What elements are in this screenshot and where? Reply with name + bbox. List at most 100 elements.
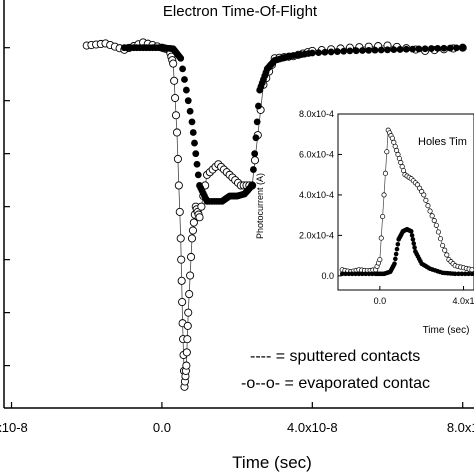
main-series-sputtered-point-76 (253, 118, 261, 126)
inset-chart-series (339, 127, 474, 277)
inset-series-solid-point-26 (393, 256, 398, 262)
main-series-evaporated-point-24 (169, 59, 178, 68)
inset-series-open-point-19 (382, 170, 388, 176)
inset-series-solid-point-46 (409, 233, 415, 238)
main-series-sputtered-point-109 (352, 47, 360, 55)
main-series-sputtered-point-106 (333, 48, 341, 55)
inset-y-tick-label-1: 6.0x10-4 (299, 149, 334, 159)
inset-series-open-point-47 (431, 217, 437, 224)
main-series-sputtered-point-24 (177, 54, 185, 62)
inset-series-open-point-53 (444, 252, 450, 258)
main-series-sputtered-point-122 (434, 44, 442, 52)
inset-y-tick-label-4: 0.0 (321, 271, 334, 281)
inset-series-open-point-45 (427, 208, 433, 214)
inset-chart-x-axis-label: Time (sec) (423, 325, 470, 336)
main-x-tick-label-2: 4.0x10-8 (287, 420, 338, 435)
main-series-evaporated-point-26 (171, 93, 180, 103)
inset-series-solid-point-73 (462, 271, 468, 277)
main-series-sputtered-point-108 (346, 47, 354, 55)
inset-series-solid-point-0 (339, 271, 345, 277)
inset-series-open-point-20 (384, 149, 390, 155)
main-series-sputtered-point-74 (251, 150, 259, 158)
main-series-sputtered-point-116 (396, 46, 404, 53)
main-series-sputtered-point-126 (459, 44, 467, 52)
inset-series-open-point-48 (433, 222, 439, 228)
main-series-evaporated-point-34 (177, 276, 186, 285)
inset-series-solid-point-47 (410, 237, 416, 242)
inset-series-open-point-44 (425, 203, 431, 209)
main-chart-x-axis-label: Time (sec) (232, 453, 312, 472)
main-series-sputtered-point-27 (182, 86, 190, 94)
main-series-sputtered-point-118 (409, 45, 416, 53)
main-series-sputtered-point-120 (421, 45, 429, 53)
main-series-sputtered-point-123 (440, 44, 448, 52)
main-series-evaporated-point-25 (170, 76, 179, 85)
inset-series-solid-point-27 (393, 251, 399, 257)
main-series-evaporated-point-49 (185, 290, 194, 299)
main-series-sputtered-point-111 (365, 46, 373, 54)
inset-series-open-point-42 (421, 192, 427, 198)
main-chart-axes: x10-8 0.0 4.0x10-8 8.0x1 (0, 0, 474, 435)
main-series-evaporated-point-46 (183, 335, 192, 344)
main-series-sputtered-point-28 (184, 97, 192, 105)
inset-series-solid-point-7 (363, 271, 368, 277)
main-series-sputtered-point-35 (194, 171, 202, 179)
main-series-sputtered-point-34 (193, 160, 201, 168)
main-series-sputtered-point-29 (186, 107, 194, 115)
main-series-sputtered-point-112 (371, 46, 379, 54)
main-series-sputtered-point-110 (359, 47, 366, 54)
main-series-sputtered-point-117 (402, 45, 410, 53)
inset-series-solid-point-2 (346, 271, 352, 277)
main-series-evaporated-point-45 (182, 348, 191, 357)
main-x-tick-label-0: x10-8 (0, 420, 28, 435)
inset-series-open-point-15 (377, 257, 383, 263)
inset-chart-title: Holes Tim (418, 136, 467, 148)
main-series-evaporated-point-33 (177, 255, 186, 264)
main-series-evaporated-point-52 (187, 234, 197, 243)
main-x-tick-label-1: 0.0 (153, 420, 171, 435)
main-series-evaporated-point-29 (173, 154, 182, 164)
main-series-sputtered-point-32 (191, 139, 198, 147)
main-series-sputtered-point-31 (189, 129, 197, 136)
inset-y-tick-label-3: 2.0x10-4 (299, 230, 334, 240)
main-series-evaporated-point-81 (250, 156, 260, 165)
main-series-evaporated-point-48 (184, 308, 193, 317)
inset-series-solid-point-28 (394, 246, 400, 252)
main-series-sputtered-point-75 (252, 134, 260, 142)
inset-x-tick-label-1: 4.0x1 (453, 296, 474, 306)
inset-chart: Holes Tim 8.0x10-4 6.0x10-4 4.0x10-4 2.0x10… (255, 109, 474, 336)
main-series-sputtered-point-30 (188, 118, 196, 126)
main-series-sputtered-point-115 (390, 46, 398, 54)
inset-series-open-point-18 (381, 192, 387, 198)
main-series-sputtered-point-77 (255, 102, 262, 110)
main-series-sputtered-point-119 (415, 45, 423, 53)
main-series-sputtered-point-125 (453, 44, 460, 52)
main-series-sputtered-point-104 (321, 48, 329, 56)
inset-series-open-point-43 (423, 197, 429, 203)
main-series-sputtered-point-105 (327, 48, 335, 56)
main-series-evaporated-point-50 (186, 271, 195, 280)
inset-series-solid-point-5 (356, 271, 362, 277)
inset-series-solid-point-4 (353, 271, 358, 277)
main-series-evaporated-point-31 (175, 207, 184, 216)
main-series-sputtered-point-107 (340, 47, 348, 55)
main-chart-title: Electron Time-Of-Flight (163, 3, 318, 20)
main-x-tick-label-3: 8.0x1 (447, 420, 474, 435)
inset-series-open-point-63 (469, 267, 474, 273)
main-series-evaporated-point-47 (183, 321, 192, 330)
inset-chart-y-axis-label: Photocurrent (A) (255, 173, 265, 239)
main-series-evaporated-point-51 (187, 252, 196, 262)
inset-series-open-point-17 (380, 213, 386, 220)
inset-series-open-point-50 (437, 236, 444, 242)
inset-series-solid-point-49 (412, 245, 417, 250)
main-series-sputtered-point-114 (384, 46, 391, 54)
inset-series-solid-point-8 (366, 271, 372, 277)
main-series-sputtered-point-102 (308, 49, 316, 57)
inset-series-solid-point-74 (466, 271, 471, 277)
main-series-sputtered-point-124 (446, 44, 454, 52)
main-chart-series (82, 38, 467, 391)
inset-series-solid-point-9 (370, 271, 375, 277)
main-series-evaporated-point-30 (174, 181, 183, 190)
